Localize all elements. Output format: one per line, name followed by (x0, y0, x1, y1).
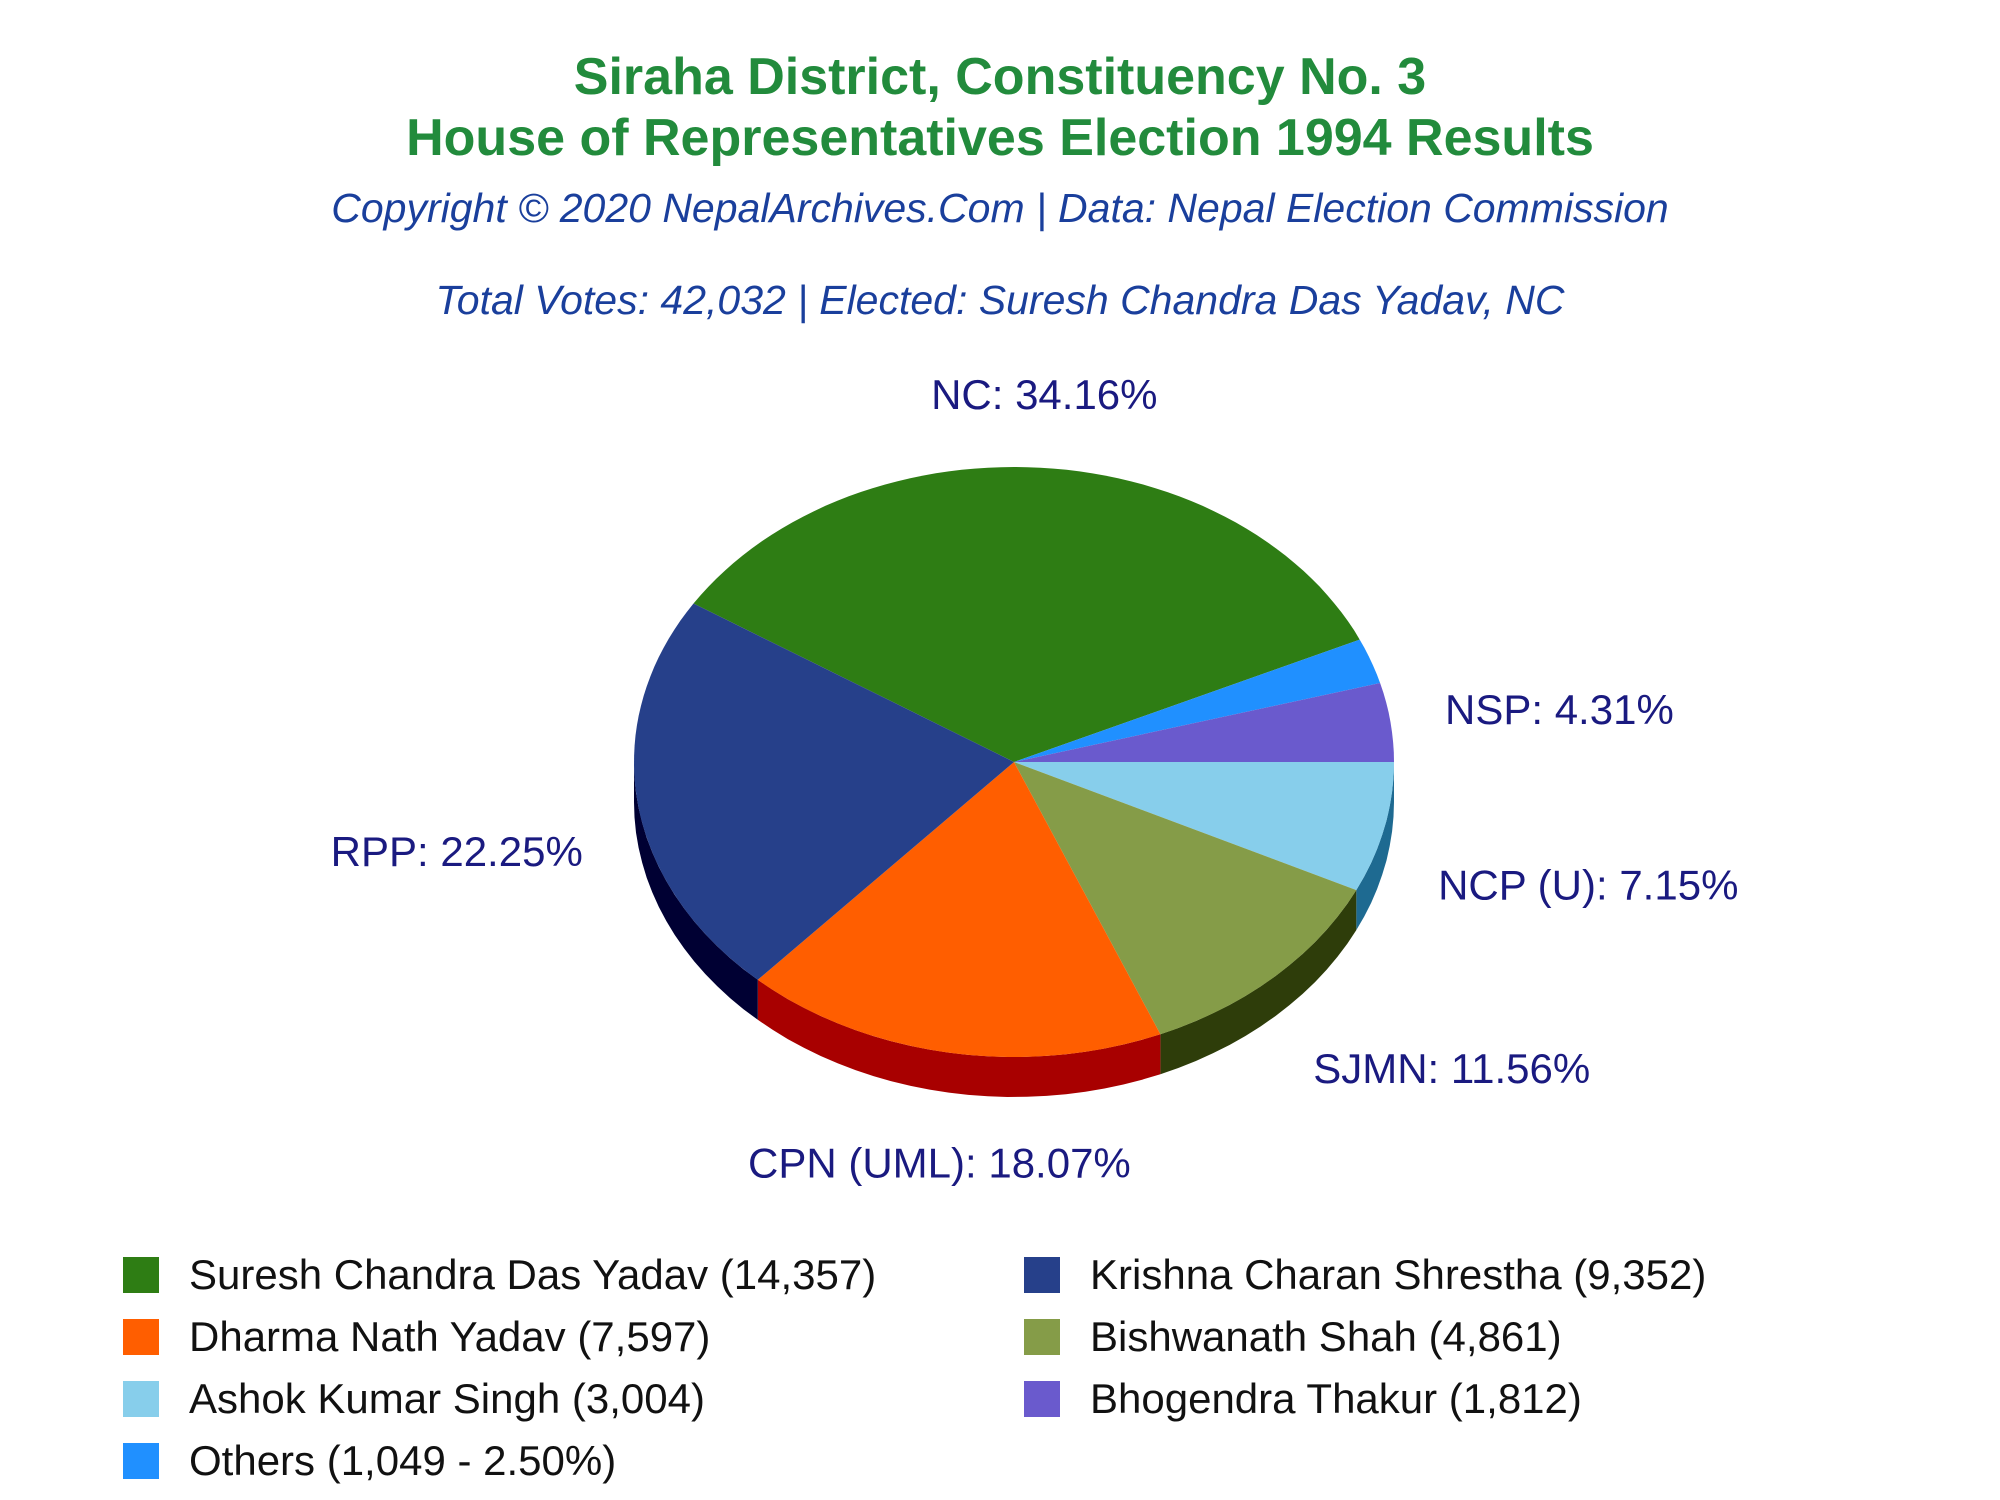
pie-label-ncp-u: NCP (U): 7.15% (1438, 861, 1738, 908)
legend-swatch (123, 1319, 159, 1355)
legend-swatch (1024, 1319, 1060, 1355)
legend-item-ashok-kumar-singh: Ashok Kumar Singh (3,004) (123, 1369, 705, 1429)
pie-side-ncp-u (1356, 762, 1394, 931)
pie-label-nc: NC: 34.16% (931, 371, 1157, 418)
legend-label: Bhogendra Thakur (1,812) (1090, 1375, 1582, 1422)
pie-label-nsp: NSP: 4.31% (1445, 686, 1674, 733)
legend-swatch (1024, 1257, 1060, 1293)
pie-label-rpp: RPP: 22.25% (331, 828, 583, 875)
pie-slice-ncp-u (1014, 762, 1394, 891)
legend-label: Suresh Chandra Das Yadav (14,357) (189, 1251, 877, 1298)
legend-swatch (123, 1381, 159, 1417)
legend-label: Ashok Kumar Singh (3,004) (189, 1375, 705, 1422)
legend-swatch (123, 1443, 159, 1479)
legend-label: Dharma Nath Yadav (7,597) (189, 1313, 711, 1360)
pie-side-rpp (634, 762, 758, 1020)
legend-item-dharma-nath-yadav: Dharma Nath Yadav (7,597) (123, 1307, 710, 1367)
legend-swatch (1024, 1381, 1060, 1417)
pie-label-cpn-uml: CPN (UML): 18.07% (748, 1140, 1131, 1187)
pie-slice-nsp (1014, 683, 1394, 762)
chart-legend: Suresh Chandra Das Yadav (14,357) Krishn… (0, 1245, 2000, 1495)
legend-label: Bishwanath Shah (4,861) (1090, 1313, 1562, 1360)
pie-slice-nc (693, 467, 1360, 762)
pie-label-sjmn: SJMN: 11.56% (1313, 1045, 1590, 1092)
legend-label: Krishna Charan Shrestha (9,352) (1090, 1251, 1707, 1298)
pie-side-sjmn (1160, 890, 1357, 1075)
legend-item-krishna-charan-shrestha: Krishna Charan Shrestha (9,352) (1024, 1245, 1706, 1305)
pie-slice-others (1014, 639, 1381, 762)
legend-label: Others (1,049 - 2.50%) (189, 1437, 617, 1484)
pie-labels: NC: 34.16% NSP: 4.31% NCP (U): 7.15% SJMN: … (331, 371, 1739, 1187)
chart-title: Siraha District, Constituency No. 3 (573, 48, 1427, 106)
pie-slice-cpn-uml (757, 762, 1161, 1057)
pie-side-cpn-uml (757, 979, 1161, 1097)
legend-item-others: Others (1,049 - 2.50%) (123, 1431, 616, 1491)
chart-subtitle: Copyright © 2020 NepalArchives.Com | Dat… (331, 185, 1669, 231)
chart-title-line2: House of Representatives Election 1994 R… (406, 109, 1594, 167)
pie-side-walls (634, 762, 1394, 1097)
legend-item-bhogendra-thakur: Bhogendra Thakur (1,812) (1024, 1369, 1582, 1429)
legend-item-suresh-chandra-das-yadav: Suresh Chandra Das Yadav (14,357) (123, 1245, 876, 1305)
legend-item-bishwanath-shah: Bishwanath Shah (4,861) (1024, 1307, 1562, 1367)
pie-slices (634, 467, 1394, 1057)
chart-summary: Total Votes: 42,032 | Elected: Suresh Ch… (435, 277, 1565, 323)
pie-slice-rpp (634, 603, 1014, 980)
pie-slice-sjmn (1014, 762, 1357, 1035)
legend-swatch (123, 1257, 159, 1293)
